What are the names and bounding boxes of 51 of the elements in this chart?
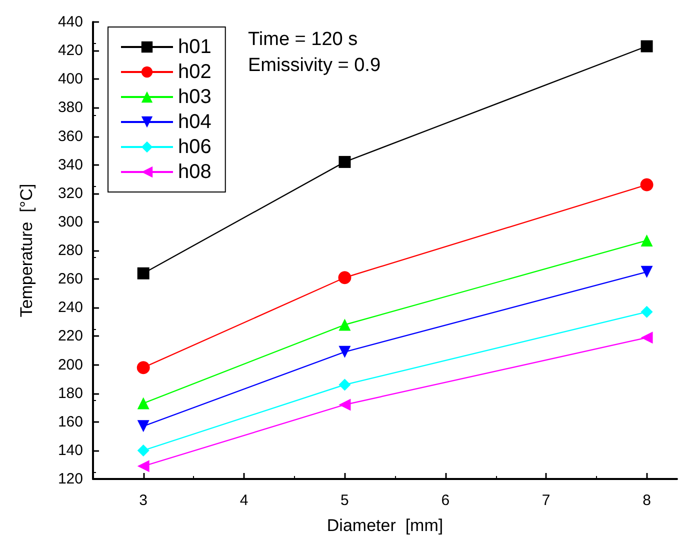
point (640, 266, 653, 278)
legend-label: h01 (178, 36, 212, 58)
annotation: Emissivity = 0.9 (248, 55, 381, 76)
x-tick-label: 8 (642, 492, 651, 509)
y-tick-label: 400 (58, 70, 83, 88)
y-tick-label: 160 (58, 413, 83, 430)
point (137, 267, 150, 280)
legend-label: h08 (178, 161, 212, 183)
x-tick-label: 6 (441, 492, 450, 509)
point (338, 346, 351, 358)
point (137, 420, 150, 432)
point (338, 378, 351, 391)
point (338, 398, 351, 411)
point (338, 271, 352, 284)
point (640, 234, 653, 247)
y-tick-label: 180 (58, 384, 83, 402)
legend-label: h06 (178, 136, 212, 158)
y-tick-label: 260 (58, 270, 83, 288)
y-tick-label: 360 (58, 128, 83, 145)
point (640, 178, 654, 192)
x-tick-label: 4 (240, 492, 248, 509)
y-tick-label: 200 (58, 356, 83, 374)
point (137, 460, 150, 472)
y-tick-label: 420 (58, 42, 83, 60)
x-tick-label: 3 (139, 492, 148, 509)
point (640, 40, 653, 52)
point (137, 444, 150, 456)
y-tick-label: 320 (58, 184, 83, 202)
x-axis-title: Diameter [mm] (326, 516, 444, 535)
point (640, 306, 653, 318)
legend-label: h04 (178, 111, 212, 133)
y-axis-title: Temperature [°C] (17, 184, 36, 318)
point (137, 397, 150, 410)
y-tick-label: 240 (58, 299, 83, 316)
point (136, 361, 150, 374)
point (640, 332, 653, 344)
y-tick-label: 280 (58, 242, 83, 259)
y-tick-label: 220 (58, 328, 83, 345)
y-tick-label: 120 (58, 470, 83, 488)
annotation: Time = 120 s (248, 29, 358, 50)
y-tick-label: 340 (58, 156, 83, 174)
y-tick-label: 300 (58, 213, 83, 230)
legend-label: h03 (178, 86, 212, 108)
y-tick-label: 140 (58, 442, 83, 459)
point (338, 318, 351, 331)
x-tick-label: 5 (340, 492, 349, 509)
x-tick-label: 7 (542, 492, 550, 509)
point (338, 156, 351, 168)
y-tick-label: 380 (58, 99, 83, 116)
y-tick-label: 440 (58, 14, 83, 30)
legend-label: h02 (178, 61, 212, 83)
